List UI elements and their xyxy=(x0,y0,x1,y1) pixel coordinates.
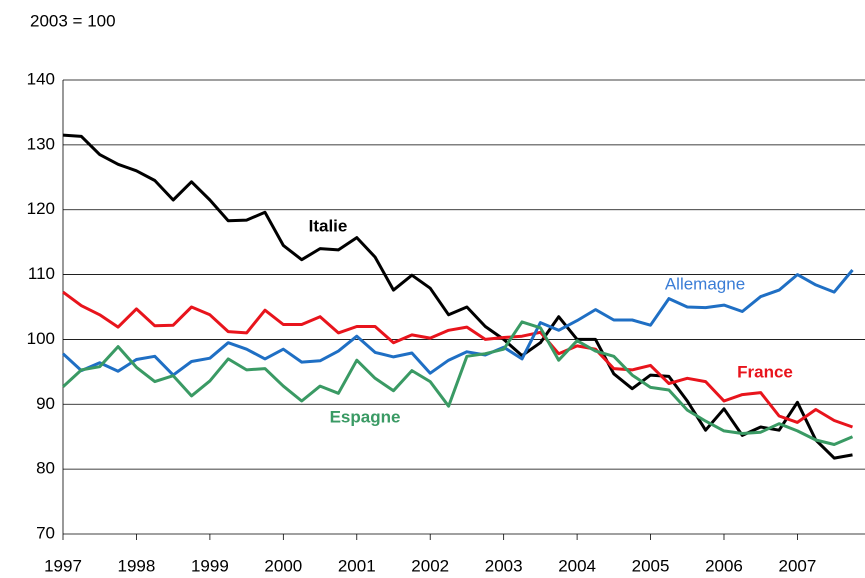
x-tick-label: 1998 xyxy=(118,556,156,575)
x-tick-label: 2006 xyxy=(705,556,743,575)
series-line xyxy=(61,269,854,377)
x-tick-label: 2004 xyxy=(558,556,596,575)
x-tick-label: 2002 xyxy=(411,556,449,575)
y-tick-label: 80 xyxy=(36,459,55,478)
y-tick-label: 100 xyxy=(27,329,55,348)
y-tick-label: 120 xyxy=(27,199,55,218)
series-line xyxy=(62,133,853,460)
x-tick-label: 2007 xyxy=(779,556,817,575)
x-tick-label: 1999 xyxy=(191,556,229,575)
series-line xyxy=(61,320,854,446)
x-tick-label: 2005 xyxy=(632,556,670,575)
series-line xyxy=(62,290,854,429)
series-label: Italie xyxy=(309,216,348,235)
y-tick-label: 90 xyxy=(36,394,55,413)
x-tick-label: 2001 xyxy=(338,556,376,575)
x-tick-label: 2003 xyxy=(485,556,523,575)
series-label: Allemagne xyxy=(665,274,745,293)
series-label: Espagne xyxy=(330,407,401,426)
chart-subtitle: 2003 = 100 xyxy=(30,11,116,30)
x-tick-label: 2000 xyxy=(264,556,302,575)
series-label: France xyxy=(737,362,793,381)
y-tick-label: 130 xyxy=(27,134,55,153)
x-tick-label: 1997 xyxy=(44,556,82,575)
y-tick-label: 70 xyxy=(36,523,55,542)
y-tick-label: 140 xyxy=(27,69,55,88)
y-tick-label: 110 xyxy=(28,264,55,283)
